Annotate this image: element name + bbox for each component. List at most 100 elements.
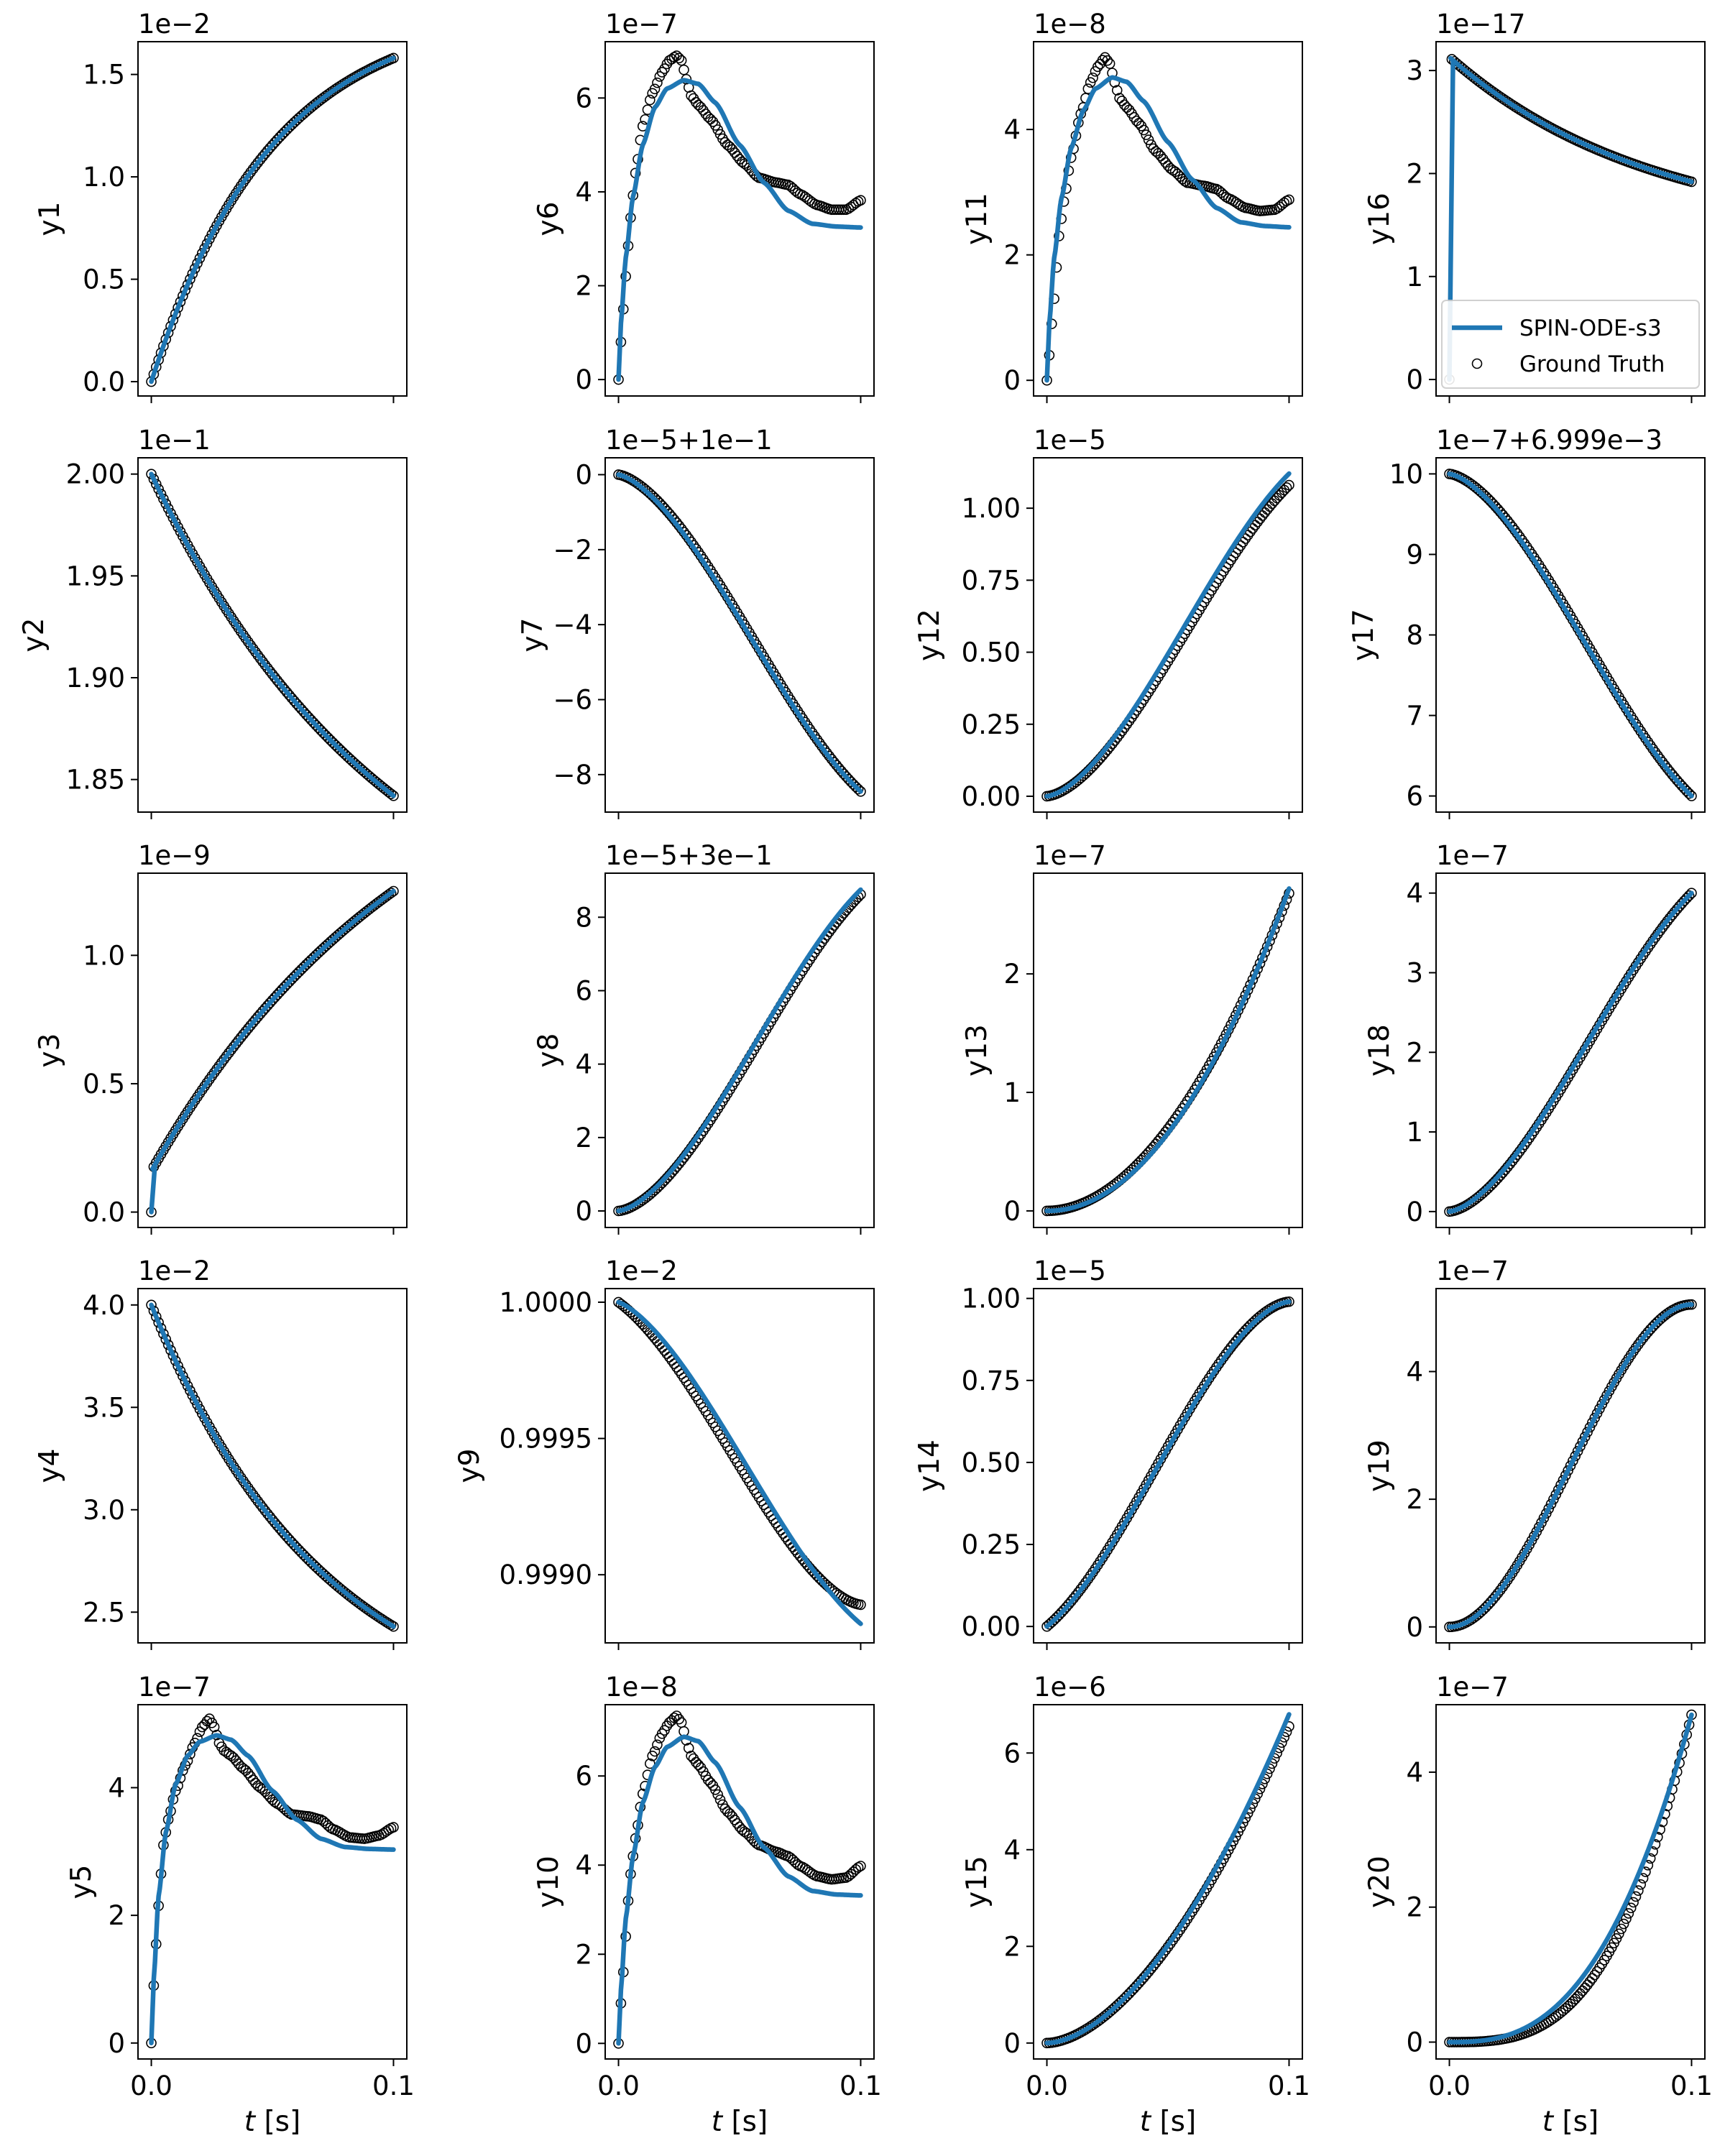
ground-truth-point [714, 1794, 726, 1805]
fit-line-y16 [1447, 55, 1694, 382]
subplot-y18: 0 1 2 3 4 1e−7 y18 [1363, 840, 1706, 1235]
offset-label: 1e−2 [605, 1256, 678, 1286]
legend-label-fit: SPIN-ODE-s3 [1519, 315, 1662, 341]
ground-truth-point [705, 114, 716, 125]
y-axis-label: y5 [65, 1865, 98, 1899]
ground-truth-series [613, 1710, 866, 2049]
y-axis-label: y11 [961, 193, 993, 245]
ground-truth-point [1577, 1985, 1588, 1996]
y-tick-label: 0 [575, 1196, 592, 1227]
y-tick-label: 10 [1389, 459, 1423, 489]
ground-truth-series [1041, 1296, 1294, 1632]
subplot-y8: 0 2 4 6 8 1e−5+3e−1 y8 [533, 840, 875, 1235]
y-tick-label: 3.0 [83, 1495, 125, 1526]
ground-truth-point [1104, 58, 1116, 69]
ground-truth-point [838, 204, 850, 216]
ground-truth-point [1618, 1918, 1629, 1930]
ground-truth-point [659, 63, 670, 74]
y-axis-label: y4 [34, 1449, 66, 1483]
ground-truth-point [1584, 1976, 1596, 1987]
ground-truth-point [1623, 1908, 1634, 1919]
y-tick-label: 2 [575, 1123, 592, 1153]
ground-truth-series [1041, 479, 1294, 802]
ground-truth-point [645, 94, 656, 106]
y-tick-label: 2.00 [66, 459, 125, 490]
y-tick-label: 2 [1003, 1931, 1021, 1962]
subplot-y10: 0 2 4 6 0.0 0.1 1e−8 y10 t [s] [533, 1672, 882, 2138]
ground-truth-point [1284, 479, 1294, 491]
y-tick-label: 4 [575, 1049, 592, 1080]
y-tick-label: 6 [1406, 781, 1423, 812]
ground-truth-point [649, 1746, 661, 1757]
ground-truth-point [855, 1599, 866, 1611]
y-tick-label: −8 [553, 760, 592, 791]
offset-label: 1e−1 [138, 425, 211, 456]
ground-truth-point [683, 1743, 694, 1754]
ground-truth-point [1266, 498, 1278, 510]
fit-line-y9 [616, 1299, 863, 1626]
ground-truth-point [385, 888, 397, 898]
ground-truth-point [1284, 194, 1294, 206]
y-tick-label: 1.00 [962, 1284, 1021, 1314]
ground-truth-point [388, 791, 399, 801]
ground-truth-point [1616, 1923, 1627, 1935]
offset-label: 1e−8 [1034, 9, 1106, 40]
legend-gt-swatch [1471, 358, 1483, 369]
y-axis-label: y2 [18, 618, 50, 653]
subplot-y17: 6 7 8 9 10 1e−7+6.999e−3 y17 [1348, 425, 1706, 819]
axes-frame [1033, 1288, 1303, 1644]
offset-label: 1e−7 [1436, 1256, 1509, 1286]
ground-truth-point [656, 1728, 668, 1739]
ground-truth-point [1686, 791, 1697, 801]
fit-line-y8 [616, 887, 863, 1214]
ground-truth-series [1444, 1709, 1697, 2047]
y-tick-label: 0.25 [962, 709, 1021, 740]
y-axis-label: y6 [533, 202, 565, 236]
ground-truth-series [613, 50, 866, 385]
y-tick-label: 0.75 [962, 565, 1021, 596]
ground-truth-point [1271, 492, 1282, 504]
ground-truth-point [671, 1710, 682, 1721]
y-tick-label: 0.50 [962, 1447, 1021, 1478]
y-tick-label: 0.5 [83, 264, 125, 295]
y-tick-label: 2 [1406, 1037, 1423, 1068]
fit-line-y1 [149, 55, 396, 384]
y-tick-label: 6 [1003, 1738, 1021, 1769]
ground-truth-point [1497, 1581, 1508, 1593]
subplot-y5: 0 2 4 0.0 0.1 1e−7 y5 t [s] [65, 1672, 415, 2138]
y-tick-label: 0.50 [962, 637, 1021, 668]
y-tick-label: −6 [553, 684, 592, 715]
ground-truth-point [201, 1715, 213, 1727]
y-tick-label: 0.00 [962, 1611, 1021, 1642]
fit-line-y10 [616, 1734, 863, 2046]
y-tick-label: 1.85 [66, 765, 125, 796]
ground-truth-point [1621, 1913, 1632, 1925]
ground-truth-point [204, 1074, 215, 1085]
y-axis-label: y10 [533, 1856, 565, 1908]
subplot-y20: 0 2 4 0.0 0.1 1e−7 y20 t [s] [1363, 1672, 1713, 2138]
x-tick-label: 0.0 [1026, 2070, 1068, 2101]
ground-truth-point [668, 1712, 680, 1723]
ground-truth-point [385, 1619, 397, 1631]
ground-truth-point [705, 1777, 716, 1788]
ground-truth-point [1111, 85, 1123, 96]
offset-label: 1e−2 [138, 9, 211, 40]
y-tick-label: 0.75 [962, 1365, 1021, 1396]
fit-line-y6 [616, 78, 863, 382]
ground-truth-series [1444, 469, 1697, 801]
ground-truth-series [146, 885, 399, 1217]
y-tick-label: 0.9995 [500, 1424, 592, 1455]
y-tick-label: 0 [1406, 1197, 1423, 1227]
y-tick-label: 1 [1406, 262, 1423, 292]
axes-frame [1435, 872, 1706, 1228]
subplot-y3: 0.0 0.5 1.0 1e−9 y3 [34, 840, 408, 1235]
axes-frame [604, 457, 875, 813]
ground-truth-point [1269, 495, 1280, 507]
y-tick-label: 1.5 [83, 60, 125, 91]
y-tick-label: 1.0 [83, 940, 125, 971]
y-axis-label: y14 [914, 1439, 946, 1492]
axes-frame [137, 1704, 408, 2060]
ground-truth-point [208, 1721, 220, 1733]
axes-frame [137, 457, 408, 813]
